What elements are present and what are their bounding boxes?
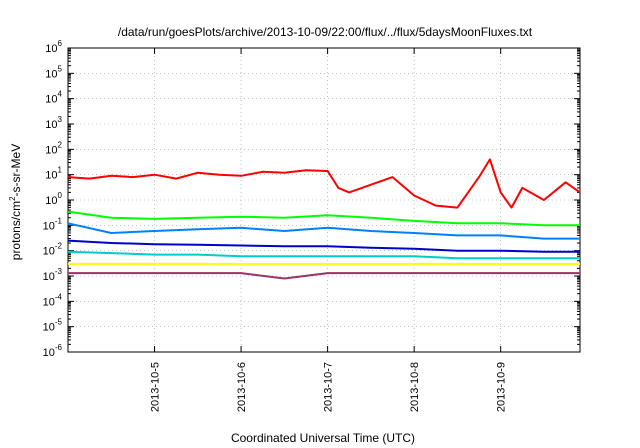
y-tick-label: 10-3 [43, 267, 63, 283]
y-tick-label: 104 [45, 90, 62, 106]
y-tick-base: 10 [43, 296, 55, 308]
x-axis-label: Coordinated Universal Time (UTC) [231, 431, 415, 445]
x-tick-label: 2013-10-8 [409, 362, 421, 412]
y-tick-base: 10 [43, 271, 55, 283]
x-tick-label: 2013-10-6 [236, 362, 248, 412]
y-tick-label: 105 [45, 64, 62, 80]
y-tick-label: 101 [45, 166, 62, 182]
y-tick-label: 102 [45, 140, 62, 156]
y-tick-exponent: 3 [58, 115, 63, 124]
y-tick-base: 10 [45, 119, 57, 131]
series-line-3 [67, 222, 580, 240]
y-tick-label: 10-6 [43, 343, 63, 359]
y-tick-label: 10-1 [43, 216, 63, 232]
y-tick-label: 10-4 [43, 292, 63, 308]
y-tick-exponent: -3 [55, 267, 63, 276]
y-tick-base: 10 [43, 220, 55, 232]
y-tick-base: 10 [45, 170, 57, 182]
y-tick-exponent: -6 [55, 343, 63, 352]
y-axis-label: protons/cm2-s-sr-MeV [8, 144, 23, 260]
y-tick-base: 10 [45, 94, 57, 106]
y-tick-base: 10 [45, 68, 57, 80]
y-tick-label: 10-2 [43, 242, 63, 258]
y-tick-base: 10 [45, 43, 57, 55]
y-axis-label-prefix: protons/cm [9, 201, 23, 260]
y-tick-exponent: 2 [58, 140, 63, 149]
y-axis-label-sup: 2 [8, 196, 17, 201]
series-line-5 [67, 250, 580, 260]
y-axis-label-suffix: -s-sr-MeV [9, 144, 23, 197]
x-tick-label: 2013-10-7 [323, 362, 335, 412]
series-line-2 [67, 210, 580, 227]
series-line-7 [68, 272, 580, 280]
y-tick-base: 10 [43, 347, 55, 359]
y-tick-base: 10 [45, 144, 57, 156]
tick-layer: 10-610-510-410-310-210-11001011021031041… [43, 39, 580, 412]
y-tick-base: 10 [45, 195, 57, 207]
x-tick-label: 2013-10-5 [150, 362, 162, 412]
series-layer [67, 158, 581, 280]
series-line-4 [67, 239, 580, 253]
y-tick-exponent: 0 [58, 191, 63, 200]
y-tick-label: 10-5 [43, 318, 63, 334]
y-tick-exponent: -4 [55, 292, 63, 301]
y-tick-base: 10 [43, 246, 55, 258]
y-tick-label: 106 [45, 39, 62, 55]
y-tick-exponent: -5 [55, 318, 63, 327]
y-tick-exponent: -2 [55, 242, 63, 251]
y-tick-label: 100 [45, 191, 62, 207]
x-tick-label: 2013-10-9 [496, 362, 508, 412]
y-tick-exponent: 1 [58, 166, 63, 175]
y-tick-exponent: -1 [55, 216, 63, 225]
y-tick-exponent: 5 [58, 64, 63, 73]
y-tick-label: 103 [45, 115, 62, 131]
y-tick-exponent: 6 [58, 39, 63, 48]
y-tick-base: 10 [43, 322, 55, 334]
y-tick-exponent: 4 [58, 90, 63, 99]
chart-title: /data/run/goesPlots/archive/2013-10-09/2… [118, 25, 533, 39]
series-line-1 [67, 158, 581, 209]
grid-layer [68, 48, 580, 352]
